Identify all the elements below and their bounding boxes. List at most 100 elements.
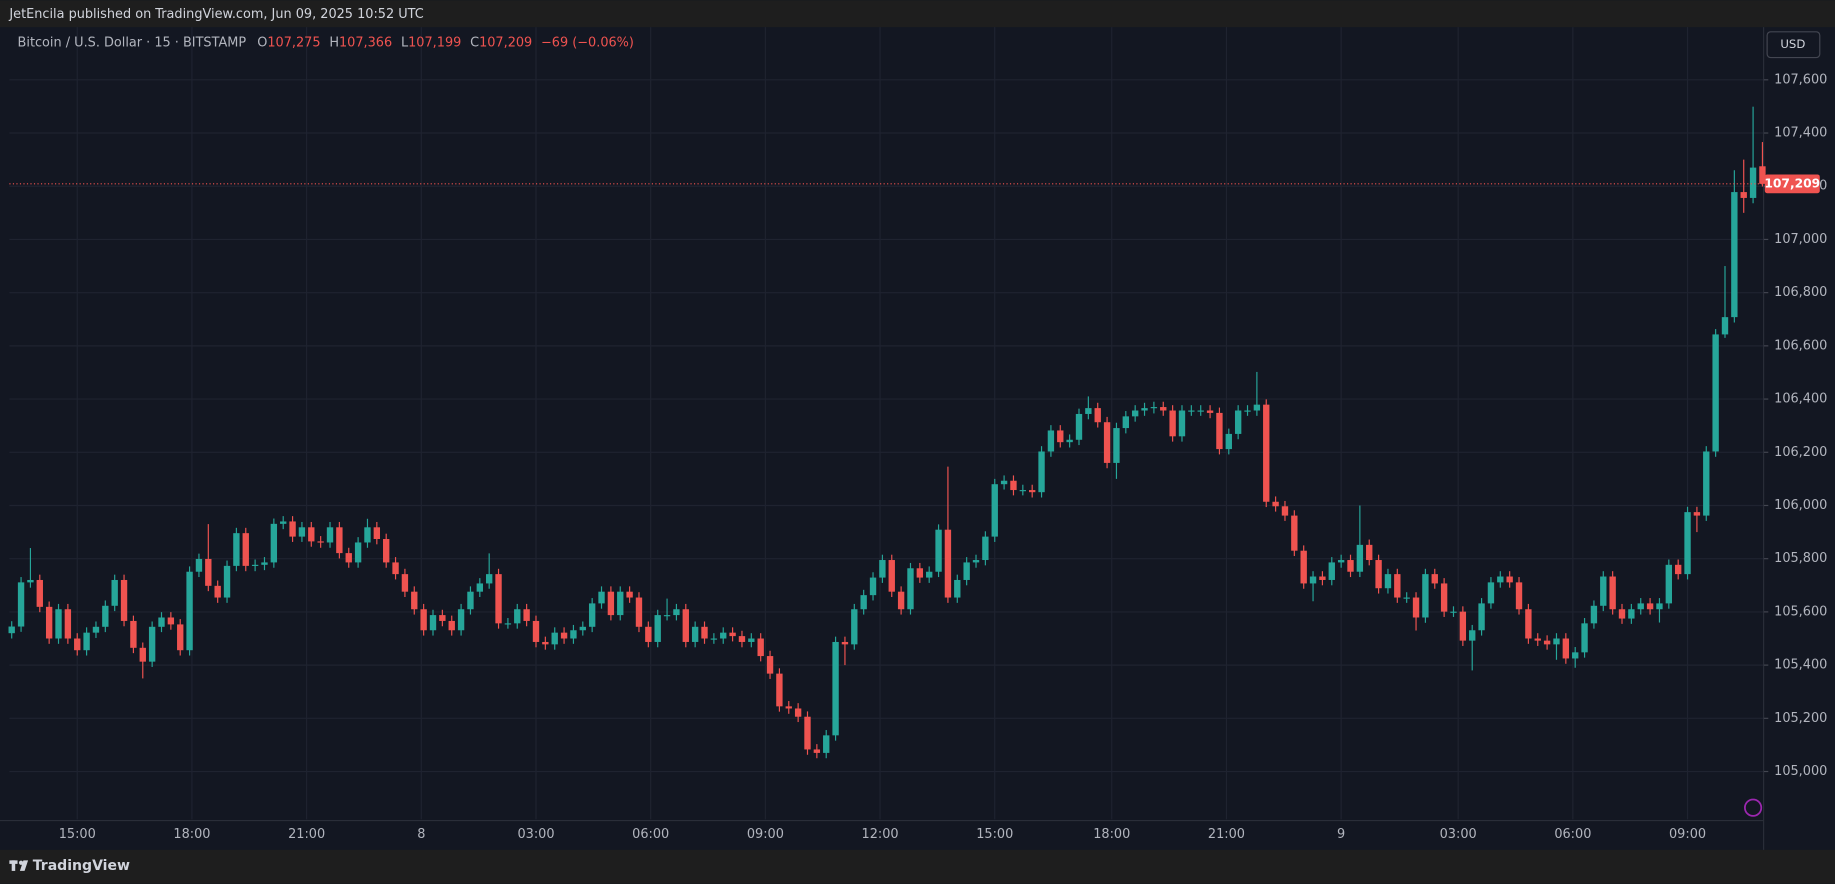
x-tick-label: 21:00	[288, 827, 325, 842]
candle-body	[1075, 413, 1083, 440]
candle-body	[1450, 611, 1457, 613]
candle-body	[1057, 430, 1064, 443]
logo-part	[19, 860, 29, 871]
candle-body	[1094, 408, 1101, 423]
candle-body	[448, 620, 455, 631]
y-tick-label: 107,000	[1774, 232, 1827, 247]
candle-body	[1749, 167, 1757, 198]
legend-low: 107,199	[408, 35, 461, 50]
candle-body	[1263, 404, 1270, 502]
candle-body	[1590, 605, 1598, 624]
y-tick-label: 107,600	[1774, 72, 1827, 87]
candle-body	[1469, 630, 1476, 641]
candle-body	[289, 521, 296, 537]
x-tick-label: 18:00	[173, 827, 210, 842]
candle-body	[1731, 192, 1738, 318]
candle-body	[92, 626, 100, 633]
candles	[8, 106, 1766, 759]
candle-body	[177, 624, 184, 651]
x-tick-label: 18:00	[1093, 827, 1130, 842]
candle-body	[36, 579, 43, 607]
y-tick-label: 105,000	[1774, 764, 1827, 779]
candle-body	[738, 636, 746, 642]
candle-body	[1572, 652, 1579, 659]
candle-body	[823, 735, 830, 753]
candle-body	[1384, 574, 1392, 589]
candle-body	[1066, 439, 1073, 443]
candle-body	[1337, 560, 1345, 563]
candle-body	[1543, 640, 1551, 645]
candle-body	[1665, 564, 1673, 604]
candle-body	[1178, 410, 1186, 437]
candle-body	[673, 609, 680, 616]
candle-body	[1581, 623, 1588, 653]
candle-body	[1169, 410, 1176, 437]
candle-body	[607, 591, 615, 616]
candle-body	[1693, 512, 1701, 516]
candle-body	[364, 527, 371, 543]
candle-body	[897, 591, 905, 610]
candle-body	[1160, 407, 1167, 411]
candle-body	[926, 571, 933, 578]
candle-body	[907, 568, 914, 610]
candle-body	[345, 553, 352, 563]
candle-body	[1281, 506, 1289, 516]
candle-body	[139, 647, 146, 662]
candle-body	[1000, 480, 1008, 485]
candle-body	[551, 632, 558, 645]
assistant-icon[interactable]	[1744, 798, 1763, 817]
candle-body	[476, 583, 483, 592]
x-tick-label: 12:00	[862, 827, 899, 842]
candle-body	[411, 591, 418, 610]
candle-body	[860, 595, 867, 610]
legend-key: C	[470, 35, 479, 50]
candle-body	[663, 615, 671, 617]
candle-body	[1272, 501, 1279, 507]
brand: TradingView	[33, 858, 130, 874]
candle-body	[392, 562, 399, 575]
candle-body	[223, 565, 231, 598]
grid	[9, 27, 1764, 820]
candle-body	[1150, 407, 1158, 409]
x-tick-label: 9	[1337, 827, 1345, 842]
bottom-bar	[0, 849, 1835, 884]
currency[interactable]: USD	[1780, 37, 1805, 51]
candle-body	[1600, 576, 1607, 606]
candle-body	[617, 591, 624, 616]
candle-body	[74, 638, 81, 651]
candle-body	[1047, 430, 1055, 452]
x-tick-label: 09:00	[747, 827, 784, 842]
candle-body	[336, 527, 343, 554]
candle-body	[1525, 609, 1532, 639]
candle-body	[570, 630, 577, 639]
candle-body	[1394, 574, 1401, 598]
candle-body	[1356, 544, 1364, 572]
candle-body	[8, 626, 15, 634]
candle-body	[1131, 410, 1139, 417]
candle-body	[457, 609, 465, 631]
candle-body	[1674, 564, 1682, 575]
candle-body	[420, 609, 427, 631]
candle-body	[626, 591, 633, 598]
candle-body	[701, 626, 708, 639]
candle-body	[869, 577, 877, 596]
candle-body	[186, 571, 193, 651]
y-tick-label: 106,200	[1774, 445, 1827, 460]
legend-symbol: Bitcoin / U.S. Dollar · 15 · BITSTAMP	[18, 35, 247, 50]
candle-body	[485, 574, 493, 584]
candle-body	[429, 615, 437, 631]
candle-body	[991, 484, 998, 537]
currency-button[interactable]	[1766, 31, 1821, 59]
candle-body	[944, 529, 952, 598]
legend-key: O	[257, 35, 267, 50]
candle-body	[1431, 574, 1438, 584]
candle-body	[242, 533, 249, 566]
candle-body	[804, 716, 811, 750]
candle-body	[645, 626, 652, 642]
candle-body	[1029, 490, 1036, 493]
candle-body	[27, 579, 34, 583]
legend-high: 107,366	[339, 35, 392, 50]
y-tick-label: 106,000	[1774, 498, 1827, 513]
logo-part	[18, 860, 24, 865]
